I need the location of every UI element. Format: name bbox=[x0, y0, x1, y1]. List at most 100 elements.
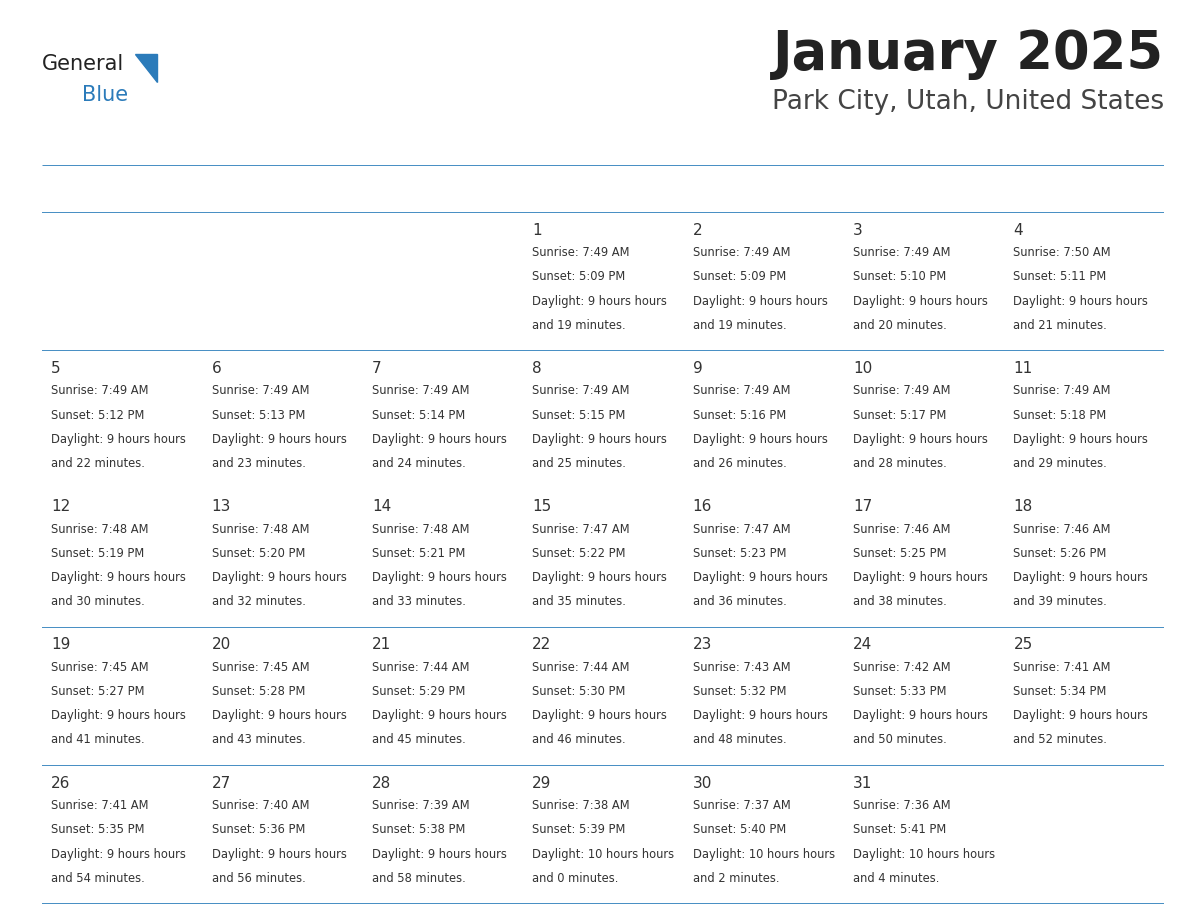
Text: 19: 19 bbox=[51, 637, 70, 653]
Text: Daylight: 9 hours hours: Daylight: 9 hours hours bbox=[372, 710, 507, 722]
Text: Daylight: 9 hours hours: Daylight: 9 hours hours bbox=[1013, 571, 1149, 584]
Text: Daylight: 9 hours hours: Daylight: 9 hours hours bbox=[51, 571, 187, 584]
Text: Daylight: 9 hours hours: Daylight: 9 hours hours bbox=[51, 432, 187, 446]
Text: and 45 minutes.: and 45 minutes. bbox=[372, 733, 466, 746]
Text: Daylight: 9 hours hours: Daylight: 9 hours hours bbox=[1013, 710, 1149, 722]
Text: 17: 17 bbox=[853, 499, 872, 514]
Text: Daylight: 9 hours hours: Daylight: 9 hours hours bbox=[853, 432, 988, 446]
Text: Sunrise: 7:49 AM: Sunrise: 7:49 AM bbox=[372, 385, 469, 397]
Text: Sunset: 5:19 PM: Sunset: 5:19 PM bbox=[51, 547, 145, 560]
Text: Blue: Blue bbox=[82, 85, 128, 106]
Text: Saturday: Saturday bbox=[1013, 182, 1092, 196]
Text: Daylight: 9 hours hours: Daylight: 9 hours hours bbox=[372, 432, 507, 446]
Text: and 28 minutes.: and 28 minutes. bbox=[853, 457, 947, 470]
Text: Sunset: 5:39 PM: Sunset: 5:39 PM bbox=[532, 823, 626, 836]
Text: Park City, Utah, United States: Park City, Utah, United States bbox=[772, 89, 1164, 115]
Text: 4: 4 bbox=[1013, 223, 1023, 238]
Text: Sunrise: 7:36 AM: Sunrise: 7:36 AM bbox=[853, 800, 950, 812]
Text: 15: 15 bbox=[532, 499, 551, 514]
Text: Daylight: 9 hours hours: Daylight: 9 hours hours bbox=[211, 847, 347, 860]
Text: Sunset: 5:21 PM: Sunset: 5:21 PM bbox=[372, 547, 466, 560]
Text: 12: 12 bbox=[51, 499, 70, 514]
Text: and 46 minutes.: and 46 minutes. bbox=[532, 733, 626, 746]
Text: General: General bbox=[42, 54, 124, 74]
Text: and 24 minutes.: and 24 minutes. bbox=[372, 457, 466, 470]
Text: Daylight: 9 hours hours: Daylight: 9 hours hours bbox=[532, 571, 668, 584]
Text: Tuesday: Tuesday bbox=[372, 182, 442, 196]
Text: and 50 minutes.: and 50 minutes. bbox=[853, 733, 947, 746]
Text: Sunrise: 7:41 AM: Sunrise: 7:41 AM bbox=[1013, 661, 1111, 674]
Text: Sunrise: 7:49 AM: Sunrise: 7:49 AM bbox=[693, 246, 790, 259]
Text: Sunset: 5:10 PM: Sunset: 5:10 PM bbox=[853, 270, 947, 284]
Text: Sunset: 5:18 PM: Sunset: 5:18 PM bbox=[1013, 409, 1107, 421]
Text: Sunrise: 7:48 AM: Sunrise: 7:48 AM bbox=[372, 522, 469, 536]
Text: Sunset: 5:22 PM: Sunset: 5:22 PM bbox=[532, 547, 626, 560]
Text: and 29 minutes.: and 29 minutes. bbox=[1013, 457, 1107, 470]
Text: Sunrise: 7:37 AM: Sunrise: 7:37 AM bbox=[693, 800, 790, 812]
Text: Daylight: 9 hours hours: Daylight: 9 hours hours bbox=[51, 847, 187, 860]
Text: Sunset: 5:09 PM: Sunset: 5:09 PM bbox=[693, 270, 786, 284]
Text: 20: 20 bbox=[211, 637, 230, 653]
Polygon shape bbox=[135, 54, 157, 82]
Text: Sunset: 5:34 PM: Sunset: 5:34 PM bbox=[1013, 685, 1107, 698]
Text: Sunset: 5:35 PM: Sunset: 5:35 PM bbox=[51, 823, 145, 836]
Text: Sunrise: 7:49 AM: Sunrise: 7:49 AM bbox=[1013, 385, 1111, 397]
Text: 6: 6 bbox=[211, 361, 221, 375]
Text: Daylight: 9 hours hours: Daylight: 9 hours hours bbox=[532, 295, 668, 308]
Text: 7: 7 bbox=[372, 361, 381, 375]
Text: Sunset: 5:36 PM: Sunset: 5:36 PM bbox=[211, 823, 305, 836]
Text: 22: 22 bbox=[532, 637, 551, 653]
Text: 26: 26 bbox=[51, 776, 70, 790]
Text: Sunrise: 7:49 AM: Sunrise: 7:49 AM bbox=[532, 385, 630, 397]
Text: Daylight: 9 hours hours: Daylight: 9 hours hours bbox=[51, 710, 187, 722]
Text: and 0 minutes.: and 0 minutes. bbox=[532, 872, 619, 885]
Text: and 23 minutes.: and 23 minutes. bbox=[211, 457, 305, 470]
Text: Sunset: 5:40 PM: Sunset: 5:40 PM bbox=[693, 823, 786, 836]
Text: and 21 minutes.: and 21 minutes. bbox=[1013, 319, 1107, 331]
Text: Sunrise: 7:48 AM: Sunrise: 7:48 AM bbox=[211, 522, 309, 536]
Text: Daylight: 10 hours hours: Daylight: 10 hours hours bbox=[693, 847, 835, 860]
Text: 2: 2 bbox=[693, 223, 702, 238]
Text: Sunrise: 7:47 AM: Sunrise: 7:47 AM bbox=[693, 522, 790, 536]
Text: Sunset: 5:41 PM: Sunset: 5:41 PM bbox=[853, 823, 947, 836]
Text: and 54 minutes.: and 54 minutes. bbox=[51, 872, 145, 885]
Text: 10: 10 bbox=[853, 361, 872, 375]
Text: Sunrise: 7:49 AM: Sunrise: 7:49 AM bbox=[853, 385, 950, 397]
Text: Sunset: 5:09 PM: Sunset: 5:09 PM bbox=[532, 270, 626, 284]
Text: and 19 minutes.: and 19 minutes. bbox=[693, 319, 786, 331]
Text: and 30 minutes.: and 30 minutes. bbox=[51, 595, 145, 609]
Text: Sunset: 5:17 PM: Sunset: 5:17 PM bbox=[853, 409, 947, 421]
Text: Daylight: 9 hours hours: Daylight: 9 hours hours bbox=[211, 710, 347, 722]
Text: and 2 minutes.: and 2 minutes. bbox=[693, 872, 779, 885]
Text: Daylight: 9 hours hours: Daylight: 9 hours hours bbox=[1013, 432, 1149, 446]
Text: Daylight: 9 hours hours: Daylight: 9 hours hours bbox=[693, 571, 828, 584]
Text: Sunrise: 7:45 AM: Sunrise: 7:45 AM bbox=[51, 661, 148, 674]
Text: and 25 minutes.: and 25 minutes. bbox=[532, 457, 626, 470]
Text: 21: 21 bbox=[372, 637, 391, 653]
Text: and 32 minutes.: and 32 minutes. bbox=[211, 595, 305, 609]
Text: 29: 29 bbox=[532, 776, 551, 790]
Text: Daylight: 9 hours hours: Daylight: 9 hours hours bbox=[853, 710, 988, 722]
Text: January 2025: January 2025 bbox=[773, 28, 1164, 80]
Text: Sunset: 5:38 PM: Sunset: 5:38 PM bbox=[372, 823, 466, 836]
Text: Sunset: 5:30 PM: Sunset: 5:30 PM bbox=[532, 685, 626, 698]
Text: Sunset: 5:28 PM: Sunset: 5:28 PM bbox=[211, 685, 305, 698]
Text: Sunrise: 7:49 AM: Sunrise: 7:49 AM bbox=[853, 246, 950, 259]
Text: Daylight: 10 hours hours: Daylight: 10 hours hours bbox=[853, 847, 996, 860]
Text: 13: 13 bbox=[211, 499, 230, 514]
Text: Daylight: 9 hours hours: Daylight: 9 hours hours bbox=[853, 571, 988, 584]
Text: Sunrise: 7:43 AM: Sunrise: 7:43 AM bbox=[693, 661, 790, 674]
Text: Sunrise: 7:42 AM: Sunrise: 7:42 AM bbox=[853, 661, 950, 674]
Text: 28: 28 bbox=[372, 776, 391, 790]
Text: 23: 23 bbox=[693, 637, 712, 653]
Text: Sunrise: 7:49 AM: Sunrise: 7:49 AM bbox=[211, 385, 309, 397]
Text: Sunset: 5:29 PM: Sunset: 5:29 PM bbox=[372, 685, 466, 698]
Text: Sunrise: 7:46 AM: Sunrise: 7:46 AM bbox=[1013, 522, 1111, 536]
Text: Sunset: 5:32 PM: Sunset: 5:32 PM bbox=[693, 685, 786, 698]
Text: 11: 11 bbox=[1013, 361, 1032, 375]
Text: Daylight: 9 hours hours: Daylight: 9 hours hours bbox=[372, 571, 507, 584]
Text: Daylight: 9 hours hours: Daylight: 9 hours hours bbox=[693, 432, 828, 446]
Text: and 26 minutes.: and 26 minutes. bbox=[693, 457, 786, 470]
Text: Daylight: 9 hours hours: Daylight: 9 hours hours bbox=[853, 295, 988, 308]
Text: Sunrise: 7:50 AM: Sunrise: 7:50 AM bbox=[1013, 246, 1111, 259]
